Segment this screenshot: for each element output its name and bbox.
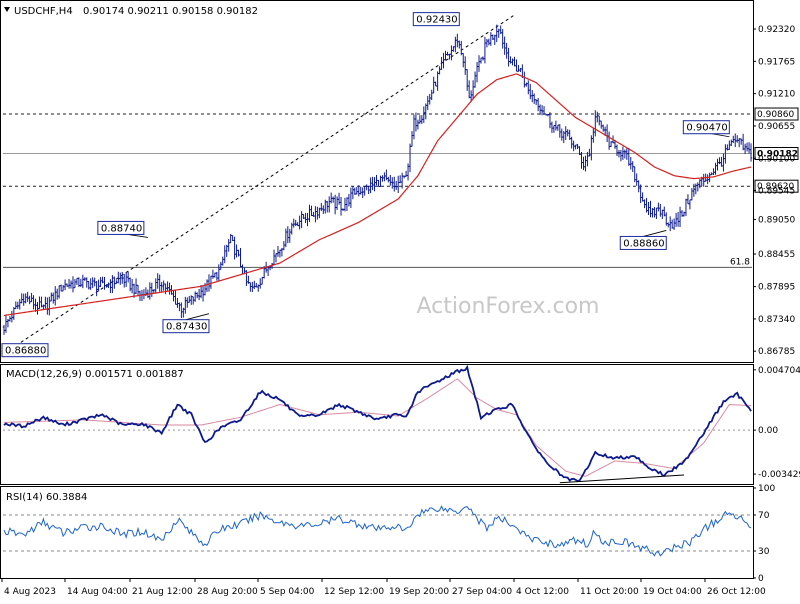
annotation-box (162, 319, 210, 334)
rsi-pane: 100 70 30 0 (3, 484, 775, 584)
price-tick-label: 0.89545 (758, 187, 795, 197)
macd-divergence-line (559, 474, 685, 484)
price-pane-frame (0, 0, 754, 363)
trendline (15, 14, 516, 347)
rsi-tick-label: 0 (758, 574, 764, 584)
rsi-line (3, 505, 752, 557)
time-tick-label: 28 Aug 20:00 (197, 587, 258, 597)
annotation-box (682, 120, 730, 135)
time-tick-label: 12 Sep 12:00 (324, 587, 384, 597)
time-tick-label: 19 Oct 04:00 (643, 587, 702, 597)
annotation-box (1, 343, 49, 358)
price-annotation: 0.92430 (412, 12, 460, 27)
rsi-tick-label: 100 (758, 484, 775, 494)
rsi-label: RSI(14) 60.3884 (6, 492, 87, 503)
time-tick-label: 21 Aug 12:00 (132, 587, 193, 597)
annotation-leader (185, 313, 210, 321)
watermark: ActionForex.com (417, 294, 600, 319)
price-tick-label: 0.87895 (758, 283, 795, 293)
time-tick-label: 14 Aug 04:00 (67, 587, 128, 597)
price-tick-label: 0.90100 (758, 154, 795, 164)
annotation-label: 0.88860 (623, 238, 664, 249)
price-tick-label: 0.87340 (758, 315, 795, 325)
macd-pane: 0.004704 0.00 -0.003429 (3, 364, 800, 484)
macd-tick-label: 0.004704 (758, 366, 800, 376)
macd-tick-label: -0.003429 (758, 470, 800, 480)
rsi-tick-label: 70 (758, 511, 770, 521)
current-price-tag (754, 146, 799, 160)
price-bars (2, 24, 753, 335)
moving-average-layer (3, 73, 752, 317)
macd-label: MACD(12,26,9) 0.001571 0.001887 (6, 369, 184, 380)
rsi-pane-frame (0, 486, 754, 579)
price-annotations: 0.86880 0.88740 0.87430 0.92430 0.88860 0.904… (1, 12, 730, 358)
price-tick-label: 0.86785 (758, 347, 795, 357)
price-tick-label: 0.89050 (758, 215, 795, 225)
price-annotation: 0.88860 (619, 230, 667, 250)
annotation-label: 0.87430 (166, 322, 207, 333)
annotation-label: 0.86880 (5, 346, 46, 357)
trendline-layer (15, 14, 516, 347)
time-tick-label: 5 Sep 04:00 (260, 587, 315, 597)
annotation-box (619, 235, 667, 250)
level-price-tag (754, 179, 799, 193)
price-annotation: 0.87430 (162, 313, 210, 334)
macd-signal-line (3, 378, 752, 477)
price-tick-label: 0.91765 (758, 57, 795, 67)
chart-header: USDCHF,H4 0.90174 0.90211 0.90158 0.9018… (4, 6, 258, 17)
time-tick-label: 19 Sep 20:00 (389, 587, 449, 597)
annotation-box (97, 220, 145, 235)
price-tick-label: 0.88455 (758, 250, 795, 260)
price-axis: 0.92320 0.91765 0.91210 0.90655 0.90100 0.895… (753, 25, 795, 357)
macd-tick-label: 0.00 (758, 426, 778, 436)
rsi-tick-label: 30 (758, 547, 770, 557)
moving-average-line (3, 73, 752, 317)
macd-line (3, 364, 752, 482)
level-price-label: 0.90860 (757, 110, 794, 120)
time-tick-label: 11 Oct 20:00 (580, 587, 639, 597)
annotation-leader (643, 230, 667, 237)
annotation-label: 0.88740 (101, 223, 142, 234)
collapse-triangle-icon[interactable] (4, 7, 10, 12)
time-tick-label: 27 Sep 04:00 (452, 587, 512, 597)
time-tick-label: 4 Oct 12:00 (516, 587, 569, 597)
time-axis: 4 Aug 2023 14 Aug 04:00 21 Aug 12:00 28 Aug… (1, 579, 766, 597)
level-price-label: 0.89620 (757, 182, 794, 192)
annotation-box (412, 12, 460, 27)
ohlc-values: 0.90174 0.90211 0.90158 0.90182 (83, 6, 258, 17)
level-price-tag (754, 107, 799, 121)
macd-pane-frame (0, 364, 754, 485)
support-resistance-levels: 0.90860 0.89620 61.8 0.90182 (3, 107, 799, 268)
time-tick-label: 26 Oct 12:00 (707, 587, 766, 597)
annotation-label: 0.92430 (416, 15, 457, 26)
price-tick-label: 0.90655 (758, 122, 795, 132)
price-annotation: 0.86880 (1, 343, 49, 358)
price-annotation: 0.88740 (97, 220, 148, 238)
current-price-label: 0.90182 (757, 149, 798, 159)
symbol-label: USDCHF,H4 (14, 6, 73, 17)
price-bar (749, 143, 753, 162)
annotation-label: 0.90470 (686, 123, 727, 134)
price-tick-label: 0.91210 (758, 90, 795, 100)
fib-level-label: 61.8 (730, 257, 750, 267)
price-annotation: 0.90470 (682, 120, 730, 138)
time-tick-label: 4 Aug 2023 (4, 587, 56, 597)
price-tick-label: 0.92320 (758, 25, 795, 35)
